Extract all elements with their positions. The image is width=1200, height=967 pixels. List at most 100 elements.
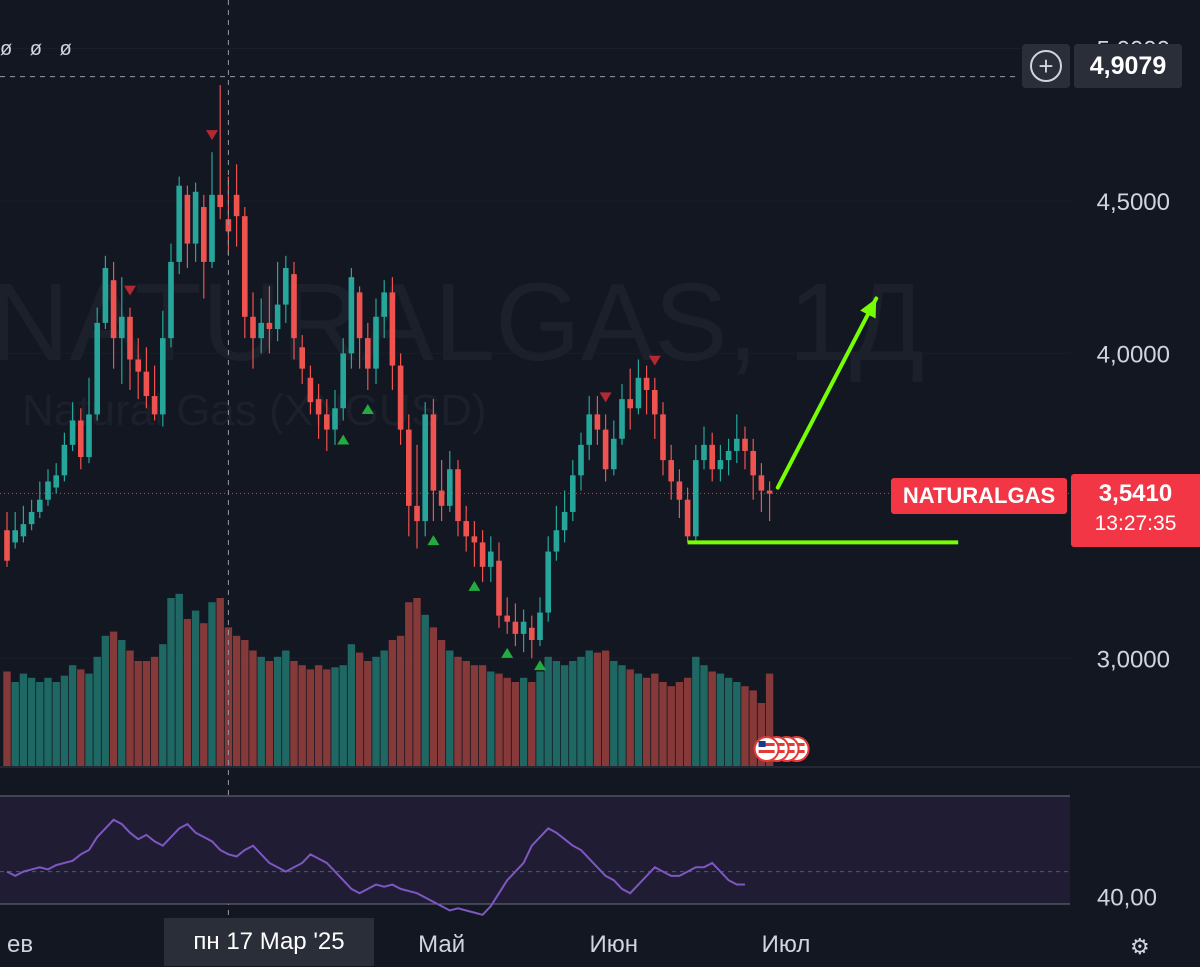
volume-bar bbox=[118, 640, 126, 766]
rsi-level-label: 40,00 bbox=[1097, 885, 1157, 912]
volume-bar bbox=[380, 650, 388, 766]
candle-body bbox=[529, 627, 535, 640]
candle-body bbox=[299, 347, 305, 369]
settings-gear-icon[interactable]: ⚙ bbox=[1130, 934, 1150, 959]
volume-bar bbox=[52, 682, 60, 766]
buy-signal-marker bbox=[337, 434, 350, 445]
signal-markers bbox=[124, 130, 661, 671]
volume-bar bbox=[19, 673, 28, 766]
candle-body bbox=[340, 353, 346, 409]
add-alert-button[interactable]: + bbox=[1022, 44, 1070, 88]
volume-bars bbox=[3, 593, 774, 766]
candle-body bbox=[520, 621, 527, 634]
volume-bar bbox=[27, 677, 36, 766]
candle-body bbox=[389, 292, 396, 366]
candle-body bbox=[750, 450, 756, 476]
price-tick-label: 4,0000 bbox=[1097, 341, 1170, 368]
candle-body bbox=[422, 414, 428, 522]
candle-body bbox=[570, 475, 576, 512]
volume-bar bbox=[36, 682, 44, 766]
flag-stripe bbox=[758, 750, 775, 753]
volume-bar bbox=[765, 673, 774, 766]
ohlc-legend: ø ø ø bbox=[0, 38, 78, 60]
candle-body bbox=[61, 444, 68, 476]
time-axis[interactable]: еврМайИюнИюл bbox=[7, 931, 810, 958]
volume-bar bbox=[191, 610, 200, 766]
volume-bar bbox=[651, 673, 659, 766]
flag-canton bbox=[758, 741, 766, 747]
volume-bar bbox=[273, 656, 282, 766]
volume-bar bbox=[560, 665, 569, 766]
volume-bar bbox=[667, 686, 675, 766]
drawing-annotations[interactable] bbox=[687, 296, 959, 545]
volume-bar bbox=[659, 682, 667, 766]
candle-body bbox=[504, 615, 510, 622]
candle-body bbox=[414, 505, 420, 522]
volume-bar bbox=[85, 673, 93, 766]
volume-bar bbox=[749, 690, 757, 766]
candle-body bbox=[45, 481, 51, 500]
candle-body bbox=[102, 268, 109, 323]
volume-bar bbox=[208, 602, 216, 766]
price-tick-label: 3,0000 bbox=[1097, 646, 1170, 673]
candle-body bbox=[315, 399, 322, 415]
candle-body bbox=[684, 499, 691, 537]
volume-bar bbox=[282, 650, 290, 766]
volume-bar bbox=[167, 598, 175, 766]
candle-body bbox=[135, 359, 141, 372]
volume-bar bbox=[437, 640, 446, 766]
candle-body bbox=[291, 274, 297, 339]
volume-bar bbox=[626, 669, 634, 766]
volume-bar bbox=[708, 671, 716, 766]
candle-body bbox=[332, 408, 338, 430]
volume-bar bbox=[757, 703, 766, 766]
plus-circle-icon: + bbox=[1030, 50, 1062, 82]
candle-body bbox=[274, 304, 281, 329]
candle-body bbox=[151, 396, 158, 415]
candle-body bbox=[4, 530, 10, 561]
sell-signal-marker bbox=[206, 130, 218, 141]
candle-body bbox=[553, 530, 560, 552]
candle-body bbox=[660, 414, 666, 461]
candle-body bbox=[766, 490, 773, 494]
candle-body bbox=[701, 444, 707, 461]
volume-bar bbox=[733, 682, 741, 766]
candle-body bbox=[283, 268, 289, 305]
candle-body bbox=[455, 469, 461, 522]
candle-body bbox=[184, 194, 191, 244]
volume-bar bbox=[503, 677, 511, 766]
time-tick-label: Июн bbox=[590, 931, 639, 958]
volume-bar bbox=[347, 644, 356, 766]
candle-body bbox=[28, 511, 35, 525]
volume-bar bbox=[462, 661, 470, 766]
candle-body bbox=[110, 280, 117, 339]
candle-body bbox=[201, 207, 207, 262]
candle-body bbox=[307, 377, 314, 403]
sell-signal-marker bbox=[599, 392, 612, 403]
trend-arrow-head bbox=[860, 298, 877, 319]
crosshair-date-label: пн 17 Мар '25 bbox=[164, 918, 374, 966]
volume-bar bbox=[536, 671, 544, 766]
candle-body bbox=[668, 460, 674, 482]
volume-bar bbox=[159, 644, 167, 766]
volume-bar bbox=[618, 665, 626, 766]
volume-bar bbox=[232, 635, 241, 766]
volume-bar bbox=[290, 661, 298, 766]
candle-body bbox=[143, 371, 150, 397]
candle-body bbox=[356, 292, 363, 339]
candle-body bbox=[742, 438, 748, 451]
volume-bar bbox=[601, 650, 610, 766]
volume-bar bbox=[569, 661, 577, 766]
buy-signal-marker bbox=[534, 660, 546, 671]
volume-bar bbox=[478, 665, 487, 766]
volume-bar bbox=[470, 665, 479, 766]
volume-bar bbox=[495, 673, 503, 766]
us-flag-icon[interactable] bbox=[753, 736, 810, 762]
candle-body bbox=[537, 612, 543, 640]
volume-bar bbox=[692, 656, 700, 766]
candle-body bbox=[20, 524, 27, 537]
volume-bar bbox=[314, 665, 323, 766]
volume-bar bbox=[511, 682, 520, 766]
